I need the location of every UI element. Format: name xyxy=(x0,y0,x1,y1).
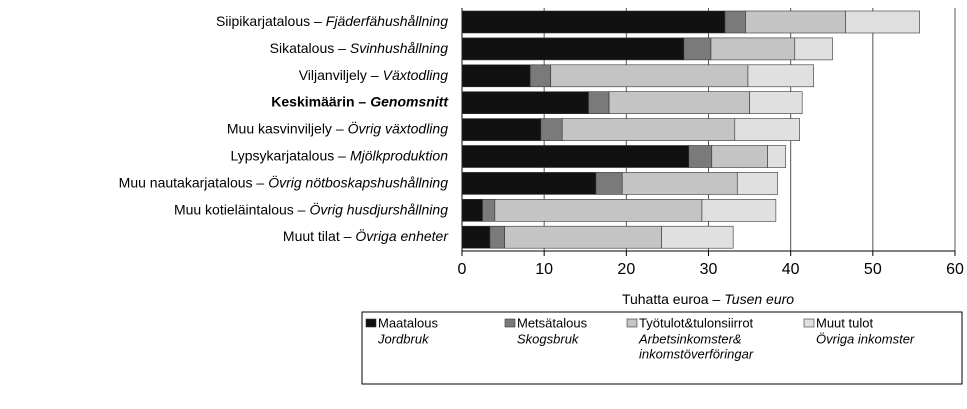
bar-segment xyxy=(621,172,738,195)
legend-label-sv: inkomstöverföringar xyxy=(639,346,754,361)
bar-segment xyxy=(461,225,491,249)
legend-label-sv: Jordbruk xyxy=(377,331,430,346)
bar-segment xyxy=(595,172,623,195)
category-fi: Lypsykarjatalous – xyxy=(231,147,347,163)
bar-segment xyxy=(588,91,610,114)
bar-segment xyxy=(661,225,734,249)
legend-swatch xyxy=(504,318,516,328)
bar-segment xyxy=(461,10,726,34)
bar-segment xyxy=(736,172,778,195)
x-tick-label: 30 xyxy=(700,261,718,278)
legend-label-sv: Skogsbruk xyxy=(517,331,580,346)
category-sv: Svinhushållning xyxy=(350,40,448,56)
bar-segment xyxy=(482,199,496,222)
bar-segment xyxy=(489,225,506,249)
category-sv: Fjäderfähushållning xyxy=(326,13,448,29)
bar-segment xyxy=(747,64,814,88)
x-axis-label: Tuhatta euroa – Tusen euro xyxy=(622,291,794,307)
legend-label: Työtulot&tulonsiirrot xyxy=(639,315,754,330)
bar-segment xyxy=(734,118,801,141)
y-tick-label: Muu nautakarjatalous – Övrig nötboskapshu… xyxy=(119,173,449,190)
category-fi: Muut tilat – xyxy=(283,228,352,244)
bar-segment xyxy=(701,199,777,222)
category-fi: Siipikarjatalous – xyxy=(216,13,322,29)
bar-segment xyxy=(494,199,703,222)
bar-segment xyxy=(845,10,920,34)
category-fi: Viljanviljely – xyxy=(299,67,379,83)
legend-label-sv: Arbetsinkomster& xyxy=(638,331,742,346)
y-tick-label: Muu kasvinviljely – Övrig växtodling xyxy=(227,119,448,136)
y-tick-label: Sikatalous – Svinhushållning xyxy=(270,40,449,56)
category-sv: Genomsnitt xyxy=(370,93,449,109)
bar-segment xyxy=(461,64,531,88)
category-sv: Övrig växtodling xyxy=(348,119,449,136)
legend-box xyxy=(361,311,963,385)
category-sv: Övriga enheter xyxy=(355,227,449,244)
category-sv: Övrig husdjurshållning xyxy=(309,200,448,217)
bar-segment xyxy=(529,64,552,88)
bar-segment xyxy=(461,91,589,114)
bar-segment xyxy=(608,91,750,114)
bar-segment xyxy=(683,37,712,61)
bar-segment xyxy=(711,145,768,168)
category-sv: Övrig nötboskapshushållning xyxy=(268,173,448,190)
legend-label: Maatalous xyxy=(378,315,438,330)
bar-segment xyxy=(710,37,796,61)
legend-label: Muut tulot xyxy=(816,315,873,330)
bar-segment xyxy=(461,145,690,168)
x-tick-label: 50 xyxy=(864,261,882,278)
bar-segment xyxy=(745,10,847,34)
bar-segment xyxy=(550,64,749,88)
y-tick-label: Muu kotieläintalous – Övrig husdjurshålln… xyxy=(174,200,448,217)
bar-segment xyxy=(461,199,483,222)
x-tick-label: 0 xyxy=(458,261,467,278)
bar-segment xyxy=(724,10,746,34)
x-tick-label: 10 xyxy=(535,261,553,278)
category-sv: Mjölkproduktion xyxy=(350,147,448,163)
bar-segment xyxy=(461,118,542,141)
y-tick-label: Siipikarjatalous – Fjäderfähushållning xyxy=(216,13,448,29)
legend-swatch xyxy=(803,318,815,328)
bar-segment xyxy=(767,145,787,168)
category-fi: Muu nautakarjatalous – xyxy=(119,174,265,190)
x-axis-label-fi: Tuhatta euroa – xyxy=(622,291,721,307)
x-tick-label: 60 xyxy=(946,261,964,278)
y-tick-label: Keskimäärin – Genomsnitt xyxy=(271,93,449,109)
bar-segment xyxy=(561,118,736,141)
bar-segment xyxy=(504,225,662,249)
legend-label-sv: Övriga inkomster xyxy=(816,331,915,346)
bar-segment xyxy=(540,118,563,141)
legend-label: Metsätalous xyxy=(517,315,588,330)
y-tick-label: Lypsykarjatalous – Mjölkproduktion xyxy=(231,147,449,163)
category-fi: Muu kasvinviljely – xyxy=(227,120,344,136)
x-axis-label-sv: Tusen euro xyxy=(724,291,794,307)
bar-segment xyxy=(749,91,803,114)
legend-swatch xyxy=(365,318,377,328)
x-tick-label: 40 xyxy=(782,261,800,278)
category-fi: Muu kotieläintalous – xyxy=(174,201,306,217)
legend-swatch xyxy=(626,318,638,328)
bar-segment xyxy=(688,145,713,168)
bar-segment xyxy=(461,172,597,195)
x-tick-label: 20 xyxy=(617,261,635,278)
y-tick-label: Muut tilat – Övriga enheter xyxy=(283,227,449,244)
bar-segment xyxy=(794,37,833,61)
y-tick-label: Viljanviljely – Växtodling xyxy=(299,67,448,83)
bar-segment xyxy=(461,37,685,61)
category-fi: Keskimäärin – xyxy=(271,93,366,109)
category-fi: Sikatalous – xyxy=(270,40,346,56)
category-sv: Växtodling xyxy=(383,67,449,83)
